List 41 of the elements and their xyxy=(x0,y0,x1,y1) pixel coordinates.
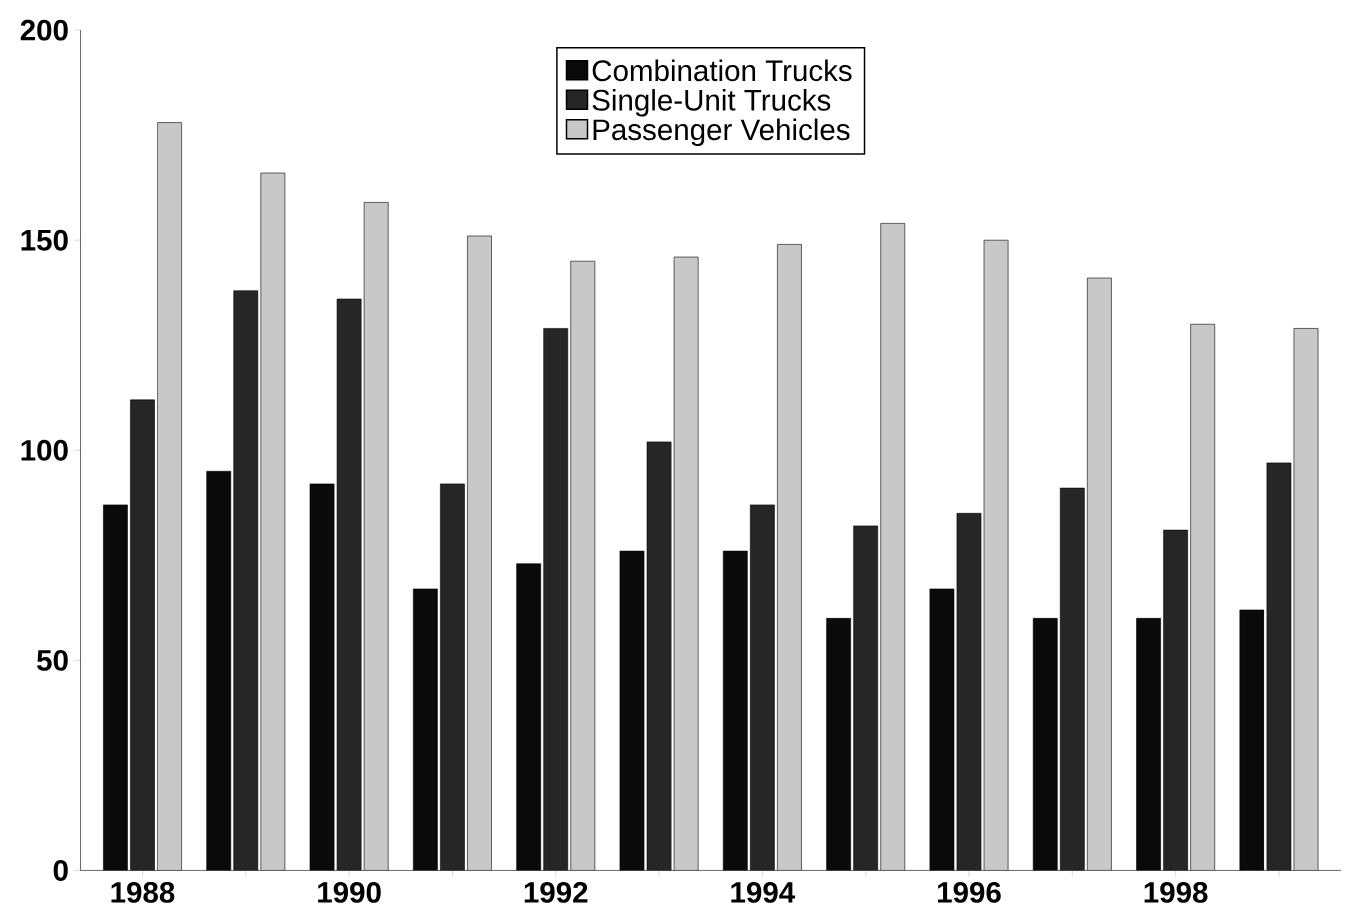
bar xyxy=(1266,462,1292,871)
bar xyxy=(1163,530,1188,871)
bar xyxy=(1190,324,1216,871)
bar xyxy=(516,563,542,871)
bar xyxy=(130,400,155,871)
bar xyxy=(467,235,492,871)
y-tick-label: 0 xyxy=(53,860,68,882)
bar xyxy=(722,551,748,871)
bar xyxy=(440,484,465,871)
bar xyxy=(413,588,438,871)
legend-label: Passenger Vehicles xyxy=(593,118,850,147)
bar xyxy=(647,442,672,871)
x-tick-label: 1998 xyxy=(1144,882,1208,904)
y-tick-label: 100 xyxy=(21,440,68,461)
bar xyxy=(826,618,851,871)
bar xyxy=(750,505,775,871)
x-tick-label: 1988 xyxy=(111,882,175,904)
x-tick-label: 1996 xyxy=(938,882,1001,904)
bar xyxy=(206,471,232,871)
bar xyxy=(543,328,568,871)
legend-label: Single-Unit Trucks xyxy=(592,89,831,117)
bar xyxy=(956,513,982,871)
bar xyxy=(157,122,182,871)
x-tick-label: 1990 xyxy=(318,882,381,904)
legend-label: Combination Trucks xyxy=(592,59,852,82)
bar xyxy=(103,504,128,871)
x-tick-label: 1992 xyxy=(524,882,588,904)
bar xyxy=(1136,618,1161,871)
bar xyxy=(1060,488,1085,871)
bar xyxy=(1087,277,1112,871)
bar xyxy=(337,299,362,871)
y-tick-label: 200 xyxy=(20,19,68,41)
y-tick-label: 50 xyxy=(37,650,68,672)
bar xyxy=(880,223,906,871)
bar xyxy=(777,244,802,871)
bar xyxy=(233,290,258,871)
y-tick-label: 150 xyxy=(21,229,68,251)
bar xyxy=(853,526,878,871)
bar xyxy=(1032,618,1058,871)
bar xyxy=(570,261,596,871)
x-tick-label: 1994 xyxy=(731,882,796,904)
